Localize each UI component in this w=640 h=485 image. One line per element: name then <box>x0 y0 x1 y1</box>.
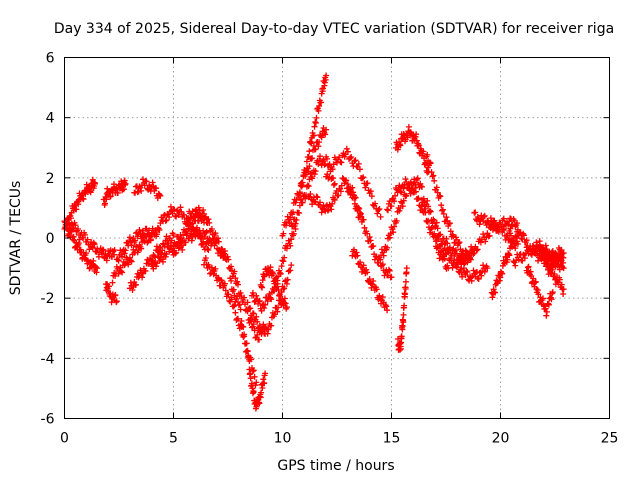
y-tick-label: 0 <box>46 231 55 247</box>
series-sat32 <box>432 233 491 284</box>
series-sat13 <box>183 204 269 343</box>
data-point-markers <box>170 224 229 263</box>
series-sat35 <box>488 228 521 301</box>
series-sat04 <box>100 177 129 208</box>
data-point-markers <box>423 151 473 263</box>
data-point-markers <box>323 145 384 220</box>
data-point-markers <box>244 262 295 337</box>
data-point-markers <box>63 215 118 264</box>
series-sat18 <box>257 264 290 312</box>
x-tick-label: 15 <box>383 431 401 447</box>
data-point-markers <box>392 123 432 176</box>
y-tick-label: -2 <box>41 291 55 307</box>
data-point-markers <box>523 263 556 319</box>
data-point-markers <box>113 225 155 264</box>
series-sat20 <box>296 72 330 197</box>
series-sat17 <box>249 223 299 314</box>
data-point-markers <box>126 230 177 293</box>
data-point-markers <box>183 204 269 343</box>
data-point-markers <box>349 246 391 314</box>
data-point-markers <box>541 254 567 297</box>
axis-layer: 0 5 10 15 20 25 -6 -4 -2 0 2 4 6 <box>41 51 619 447</box>
series-sat05 <box>102 281 120 306</box>
x-tick-label: 20 <box>492 431 510 447</box>
series-sat39 <box>541 254 567 297</box>
x-tick-label: 10 <box>274 431 292 447</box>
series-sat12 <box>170 224 229 263</box>
data-point-markers <box>536 238 567 270</box>
x-axis-label: GPS time / hours <box>277 458 394 474</box>
series-sat16 <box>244 262 295 337</box>
data-point-markers <box>249 223 299 314</box>
series-sat21 <box>288 153 338 230</box>
y-tick-label: -6 <box>41 412 55 428</box>
data-point-markers <box>131 176 164 202</box>
data-point-markers <box>395 265 410 353</box>
y-tick-label: 6 <box>46 51 55 67</box>
x-tick-label: 0 <box>60 431 69 447</box>
series-sat03 <box>63 215 118 264</box>
series-sat08 <box>131 176 164 202</box>
series-sat15 <box>227 275 269 412</box>
data-point-markers <box>488 228 521 301</box>
y-tick-label: 4 <box>46 111 55 127</box>
series-sat25 <box>349 246 391 314</box>
data-point-markers <box>100 177 129 208</box>
series-sat38 <box>523 263 556 319</box>
data-point-markers <box>102 281 120 306</box>
series-sat23 <box>323 145 384 220</box>
series-sat29 <box>395 265 410 353</box>
x-tick-label: 25 <box>601 431 619 447</box>
y-tick-label: -4 <box>41 351 55 367</box>
data-point-markers <box>288 153 338 230</box>
data-layer <box>61 72 567 412</box>
data-point-markers <box>344 181 395 281</box>
series-sat40 <box>536 238 567 270</box>
data-point-markers <box>432 233 491 284</box>
chart-title: Day 334 of 2025, Sidereal Day-to-day VTE… <box>54 21 614 37</box>
x-tick-label: 5 <box>169 431 178 447</box>
series-sat07 <box>113 225 155 264</box>
series-sat24 <box>344 181 395 281</box>
series-sat31 <box>423 151 473 263</box>
y-tick-label: 2 <box>46 171 55 187</box>
data-point-markers <box>227 275 269 412</box>
data-point-markers <box>257 264 290 312</box>
y-axis-label: SDTVAR / TECUs <box>8 181 24 296</box>
series-sat09 <box>126 230 177 293</box>
data-point-markers <box>296 72 330 197</box>
series-sat28 <box>392 123 432 176</box>
